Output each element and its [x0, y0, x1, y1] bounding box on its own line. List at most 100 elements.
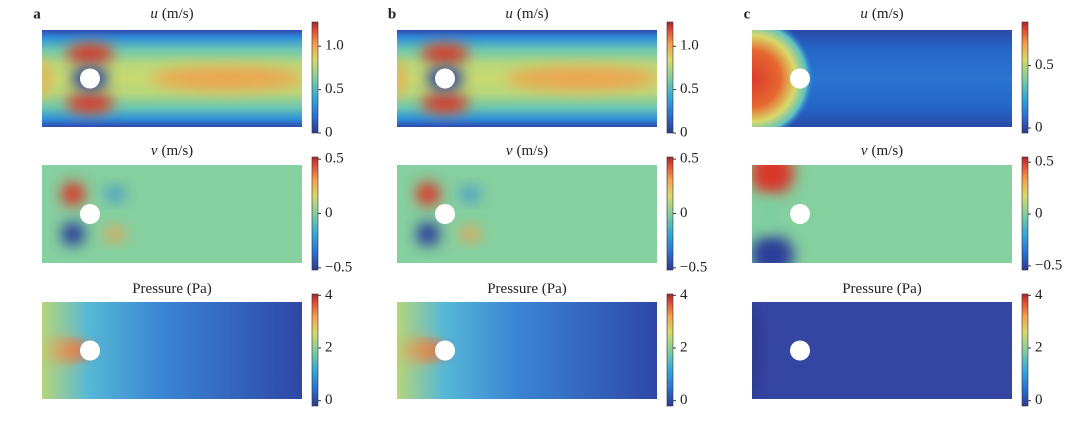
title-symbol: v — [151, 143, 158, 159]
field-plot — [397, 165, 657, 263]
colorbar-tick-label: 0 — [680, 205, 688, 221]
flow-feature — [42, 58, 50, 99]
flow-feature — [66, 93, 114, 114]
field-plot — [397, 302, 657, 399]
colorbar — [1021, 156, 1029, 271]
cylinder — [790, 204, 810, 224]
title-text: (m/s) — [517, 6, 549, 22]
colorbar-tick-label: 0 — [1035, 205, 1043, 221]
colorbar-tick-label: 2 — [325, 339, 333, 355]
colorbar-tick-label: 0 — [1035, 119, 1043, 135]
cylinder — [435, 68, 455, 89]
colorbar-tick-label: 0 — [680, 392, 688, 408]
title-symbol: v — [861, 143, 868, 159]
title-text: (m/s) — [517, 143, 549, 159]
plot-title: Pressure (Pa) — [487, 281, 567, 297]
flow-feature — [152, 66, 302, 91]
colorbar-tick-label: −0.5 — [325, 259, 352, 275]
colorbar — [1021, 21, 1029, 134]
flow-feature — [45, 336, 85, 365]
title-text: Pressure (Pa) — [132, 281, 212, 297]
colorbar-tick-label: 2 — [1035, 339, 1043, 355]
title-symbol: v — [506, 143, 513, 159]
flow-feature — [416, 182, 440, 206]
colorbar-tick-label: 0.5 — [325, 81, 344, 97]
flow-feature — [507, 66, 657, 91]
title-text: (m/s) — [872, 6, 904, 22]
field-plot — [752, 30, 1012, 127]
colorbar-tick-label: 0 — [325, 205, 333, 221]
panel-label: c — [744, 6, 751, 22]
colorbar-tick-label: 4 — [680, 287, 688, 303]
colorbar — [666, 21, 674, 134]
colorbar-tick-label: 4 — [325, 287, 333, 303]
cylinder — [790, 68, 810, 89]
plot-title: u (m/s) — [150, 6, 193, 22]
colorbar-tick-label: 0.5 — [680, 81, 699, 97]
panel-label: b — [388, 6, 396, 22]
flow-feature — [758, 196, 782, 232]
title-symbol: u — [505, 6, 513, 22]
colorbar-tick-label: −0.5 — [680, 259, 707, 275]
title-text: Pressure (Pa) — [842, 281, 922, 297]
field-plot — [752, 165, 1012, 263]
cylinder — [80, 204, 100, 224]
flow-feature — [459, 226, 481, 242]
flow-feature — [416, 222, 440, 246]
flow-feature — [61, 222, 85, 246]
colorbar-tick-label: 2 — [680, 339, 688, 355]
plot-title: Pressure (Pa) — [132, 281, 212, 297]
flow-feature — [397, 58, 405, 99]
cylinder — [435, 340, 455, 361]
flow-feature — [104, 226, 126, 242]
title-symbol: u — [860, 6, 868, 22]
plot-title: v (m/s) — [151, 143, 193, 159]
colorbar — [1021, 293, 1029, 407]
flow-feature — [421, 43, 469, 64]
cylinder — [80, 68, 100, 89]
flow-feature — [752, 302, 760, 399]
flow-feature — [421, 93, 469, 114]
title-text: (m/s) — [162, 143, 194, 159]
colorbar — [311, 156, 319, 271]
field-plot — [752, 302, 1012, 399]
colorbar-tick-label: 0 — [1035, 392, 1043, 408]
field-plot — [397, 30, 657, 127]
colorbar — [666, 293, 674, 407]
title-text: Pressure (Pa) — [487, 281, 567, 297]
title-symbol: u — [150, 6, 158, 22]
field-plot — [42, 302, 302, 399]
colorbar-tick-label: 0 — [680, 124, 688, 140]
colorbar-tick-label: 0.5 — [1035, 154, 1054, 170]
flow-feature — [104, 186, 126, 202]
field-plot — [42, 30, 302, 127]
colorbar — [666, 156, 674, 271]
flow-feature — [752, 235, 794, 263]
cylinder — [790, 340, 810, 361]
plot-title: Pressure (Pa) — [842, 281, 922, 297]
colorbar-tick-label: 0.5 — [680, 151, 699, 167]
colorbar-tick-label: 0 — [325, 392, 333, 408]
flow-feature — [752, 165, 794, 195]
plot-title: v (m/s) — [506, 143, 548, 159]
field-plot — [42, 165, 302, 263]
cylinder — [435, 204, 455, 224]
colorbar-tick-label: 0.5 — [1035, 57, 1054, 73]
cylinder — [80, 340, 100, 361]
title-text: (m/s) — [162, 6, 194, 22]
plot-title: u (m/s) — [860, 6, 903, 22]
colorbar-tick-label: 4 — [1035, 287, 1043, 303]
plot-title: v (m/s) — [861, 143, 903, 159]
colorbar-tick-label: 1.0 — [680, 38, 699, 54]
colorbar-tick-label: 0.5 — [325, 151, 344, 167]
plot-title: u (m/s) — [505, 6, 548, 22]
flow-feature — [400, 336, 440, 365]
colorbar-tick-label: 1.0 — [325, 38, 344, 54]
flow-feature — [459, 186, 481, 202]
flow-feature — [66, 43, 114, 64]
colorbar — [311, 293, 319, 407]
colorbar — [311, 21, 319, 134]
flow-feature — [61, 182, 85, 206]
panel-label: a — [33, 6, 41, 22]
